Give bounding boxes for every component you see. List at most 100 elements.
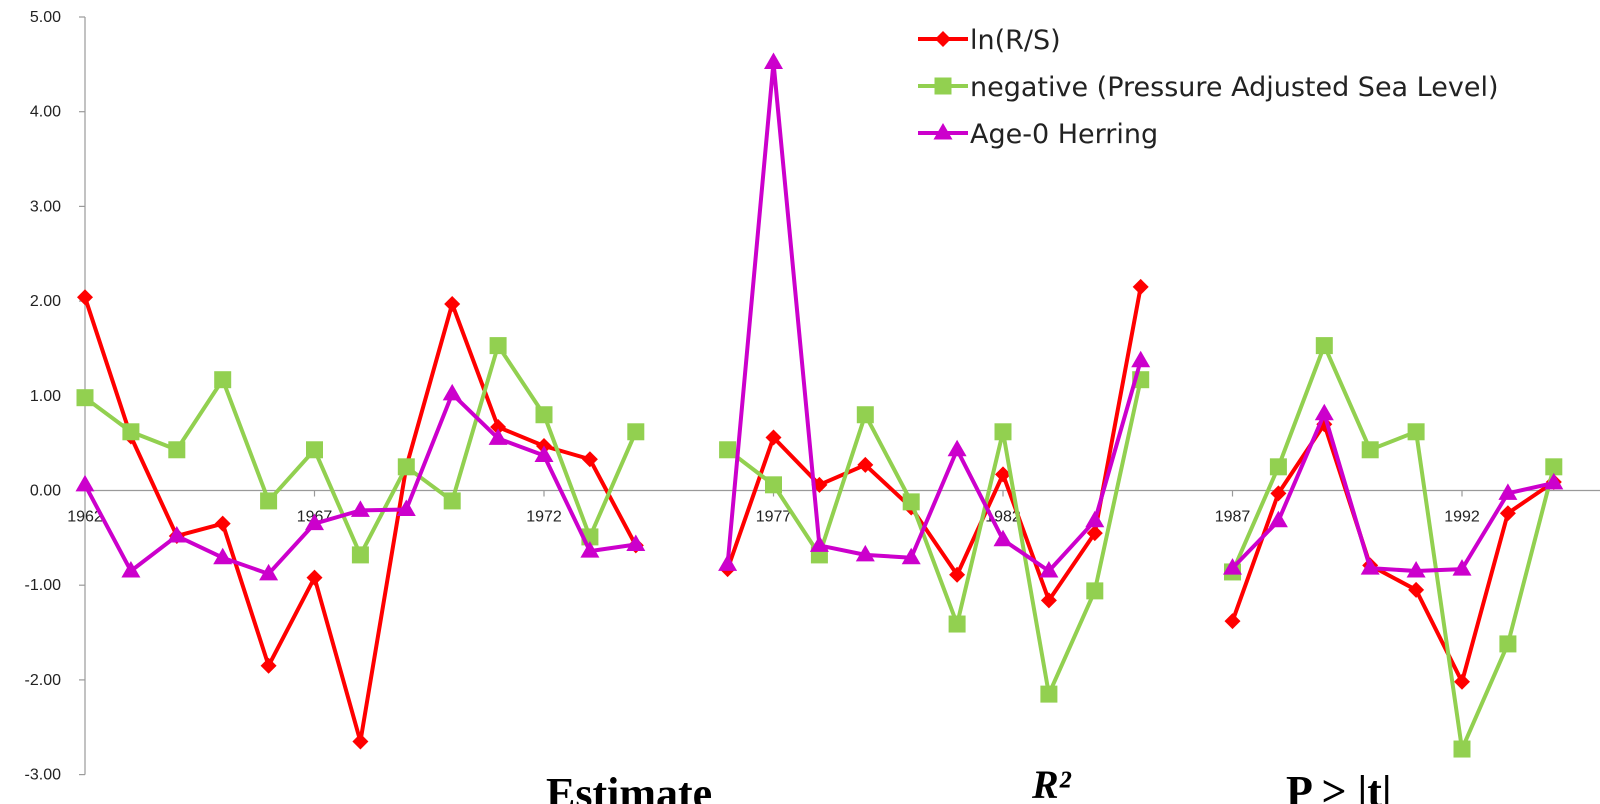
data-point xyxy=(535,406,553,424)
data-point xyxy=(764,52,783,69)
data-point xyxy=(627,423,645,441)
data-point xyxy=(1314,403,1334,421)
legend-marker xyxy=(934,77,952,95)
annotation-estimate: Estimate xyxy=(546,769,712,804)
data-point xyxy=(121,560,141,578)
legend-item: negative (Pressure Adjusted Sea Level) xyxy=(918,72,1499,103)
x-tick-label: 1962 xyxy=(67,509,103,526)
data-point xyxy=(1544,472,1564,490)
data-point xyxy=(993,529,1013,547)
series-line xyxy=(1230,343,1556,752)
data-point xyxy=(1360,558,1380,575)
data-point xyxy=(305,513,324,531)
legend-item: ln(R/S) xyxy=(918,25,1061,56)
data-point xyxy=(857,456,874,473)
data-point xyxy=(902,493,920,511)
data-point xyxy=(949,566,966,583)
data-point xyxy=(995,466,1011,483)
data-point xyxy=(856,406,874,424)
data-point xyxy=(168,441,186,459)
data-point xyxy=(901,547,921,565)
data-point xyxy=(1131,350,1151,368)
data-point xyxy=(1086,525,1103,542)
data-point xyxy=(490,419,507,436)
y-tick-label: -2.00 xyxy=(25,672,62,689)
data-point xyxy=(397,458,415,476)
x-tick-label: 1992 xyxy=(1444,509,1480,526)
data-point xyxy=(1039,560,1059,578)
legend-label: ln(R/S) xyxy=(970,25,1061,56)
series-2 xyxy=(76,337,1563,758)
x-tick-label: 1977 xyxy=(756,509,792,526)
data-point xyxy=(76,389,94,407)
data-point xyxy=(1453,740,1471,758)
data-point xyxy=(1545,458,1563,476)
data-point xyxy=(1269,458,1287,476)
legend-marker xyxy=(933,123,953,140)
data-point xyxy=(1499,505,1516,522)
data-point xyxy=(1407,423,1425,441)
legend-item: Age-0 Herring xyxy=(918,119,1158,150)
data-point xyxy=(1452,559,1472,576)
series-line xyxy=(1230,422,1555,684)
data-point xyxy=(1406,560,1426,578)
data-point xyxy=(1224,613,1241,630)
data-point xyxy=(1132,278,1149,295)
y-tick-label: -3.00 xyxy=(25,767,62,784)
data-point xyxy=(350,500,370,517)
data-point xyxy=(580,541,600,558)
data-point xyxy=(214,371,232,389)
y-tick-label: 4.00 xyxy=(30,104,61,121)
data-point xyxy=(947,439,967,457)
data-point xyxy=(1085,510,1105,528)
annotation-r-squared: R² xyxy=(1031,762,1072,804)
data-point xyxy=(765,476,782,494)
y-tick-label: 0.00 xyxy=(30,483,61,500)
series-3 xyxy=(75,52,1564,581)
data-point xyxy=(581,451,598,468)
data-point xyxy=(214,515,231,532)
data-point xyxy=(1086,582,1104,600)
y-tick-label: 2.00 xyxy=(30,293,61,310)
data-point xyxy=(396,499,416,516)
data-point xyxy=(1268,510,1288,528)
data-point xyxy=(122,423,140,441)
data-point xyxy=(719,441,737,459)
data-point xyxy=(1361,441,1379,459)
axes: 5.00 4.00 3.00 2.00 1.00 0.00 -1.00 -2.00 -3.00 1… xyxy=(25,9,1600,784)
data-point xyxy=(75,474,95,492)
data-point xyxy=(77,289,93,306)
data-point xyxy=(1408,581,1425,598)
data-point xyxy=(855,544,875,562)
annotation-p-value: P > |t| xyxy=(1286,767,1392,804)
data-point xyxy=(1040,685,1058,703)
data-point xyxy=(994,423,1012,441)
x-tick-label: 1987 xyxy=(1215,509,1251,526)
data-point xyxy=(809,535,829,552)
series-line xyxy=(725,60,1143,573)
data-point xyxy=(306,569,323,586)
data-point xyxy=(260,657,277,674)
y-tick-label: 1.00 xyxy=(30,388,61,405)
data-point xyxy=(534,445,554,462)
data-point xyxy=(351,546,369,564)
data-point xyxy=(260,492,278,510)
data-point xyxy=(213,547,233,565)
data-point xyxy=(626,534,646,551)
series-line xyxy=(725,286,1143,603)
data-point xyxy=(948,615,966,633)
data-point xyxy=(167,525,187,543)
data-point xyxy=(765,429,782,446)
data-point xyxy=(718,554,738,571)
data-point xyxy=(1498,483,1518,500)
legend-marker xyxy=(935,31,951,47)
data-point xyxy=(306,441,323,459)
y-tick-label: 3.00 xyxy=(30,198,61,215)
data-point xyxy=(1454,673,1470,690)
data-point xyxy=(1315,337,1333,355)
data-point xyxy=(489,337,507,355)
legend-label: Age-0 Herring xyxy=(970,119,1158,150)
data-point xyxy=(442,383,462,401)
series-layer xyxy=(75,52,1564,758)
y-tick-label: 5.00 xyxy=(30,9,61,26)
